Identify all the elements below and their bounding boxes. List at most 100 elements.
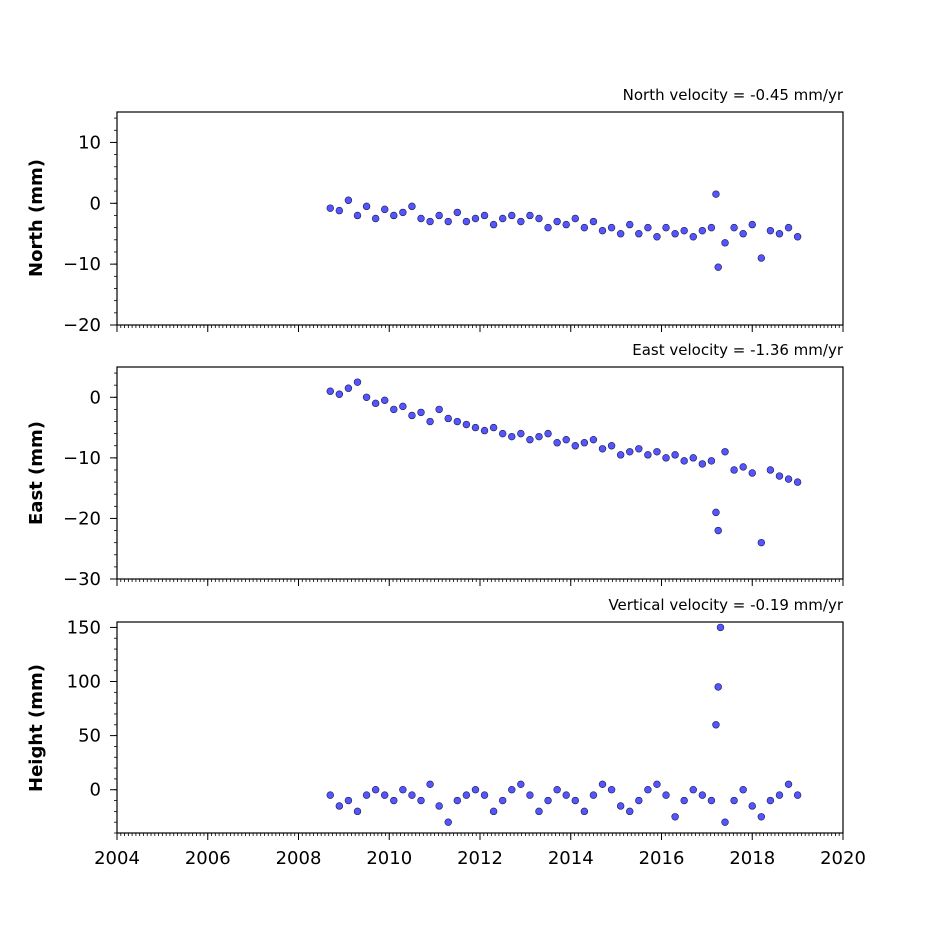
north-data-point — [589, 217, 598, 226]
north-data-point — [671, 230, 679, 238]
east-data-point — [598, 445, 607, 453]
height-data-point — [716, 623, 725, 632]
north-data-point — [730, 223, 738, 232]
east-data-point — [662, 454, 670, 462]
north-data-point — [408, 202, 416, 211]
x-tick-label: 2006 — [185, 848, 231, 869]
east-panel: East velocity = -1.36 mm/yr East (mm) −3… — [26, 341, 844, 590]
north-data-point — [748, 220, 756, 229]
north-y-tick-label: −10 — [63, 254, 101, 275]
height-data-point — [444, 818, 452, 826]
x-tick-label: 2016 — [639, 848, 685, 869]
height-data-point — [408, 791, 416, 799]
east-data-point — [471, 423, 480, 432]
x-tick-label: 2018 — [729, 848, 775, 869]
north-data-point — [362, 202, 371, 211]
height-data-point — [766, 796, 775, 805]
height-data-point — [399, 786, 407, 794]
east-data-point — [508, 432, 516, 441]
height-data-point — [362, 791, 371, 799]
east-data-point — [408, 411, 416, 420]
north-data-point — [508, 211, 516, 220]
east-data-point — [480, 426, 489, 435]
east-data-point — [757, 538, 766, 547]
height-data-point — [498, 796, 507, 805]
x-tick-label: 2014 — [548, 848, 594, 869]
height-y-tick-label: 150 — [67, 617, 101, 638]
east-y-tick-label: −10 — [63, 448, 101, 469]
east-data-point — [784, 475, 793, 483]
height-y-tick-label: 100 — [67, 672, 101, 693]
north-data-point — [644, 223, 652, 232]
east-data-point — [707, 457, 716, 465]
east-data-point — [417, 408, 425, 417]
north-data-point — [544, 223, 552, 232]
east-data-point — [535, 432, 543, 441]
north-data-point — [766, 226, 775, 235]
east-data-point — [562, 435, 570, 444]
east-y-tick-label: −20 — [63, 508, 101, 529]
north-data-point — [426, 217, 434, 226]
north-data-point — [417, 214, 425, 223]
east-data-point — [453, 417, 462, 426]
height-data-point — [635, 796, 643, 805]
east-data-point — [390, 405, 398, 414]
height-data-point — [353, 807, 362, 816]
east-data-point — [371, 399, 380, 408]
height-data-point — [793, 791, 802, 799]
east-data-point — [748, 469, 756, 477]
north-data-point — [517, 217, 525, 226]
north-panel: North velocity = -0.45 mm/yr North (mm) … — [26, 86, 844, 336]
east-data-point — [526, 435, 534, 444]
height-data-point — [671, 813, 679, 821]
height-data-point — [562, 791, 570, 799]
north-velocity-annotation: North velocity = -0.45 mm/yr — [623, 86, 844, 104]
east-data-point — [335, 390, 344, 398]
height-data-point — [730, 796, 738, 805]
height-data-point — [390, 796, 398, 805]
east-data-point — [714, 526, 722, 535]
east-data-point — [721, 448, 729, 456]
east-data-point — [553, 439, 561, 447]
north-data-point — [489, 220, 498, 229]
height-data-point — [775, 791, 784, 799]
north-data-point — [435, 211, 443, 220]
north-data-point — [784, 223, 793, 232]
east-data-point — [571, 442, 579, 450]
east-data-point — [362, 393, 371, 401]
east-data-point — [580, 439, 589, 447]
height-data-point — [707, 796, 716, 805]
east-data-point — [607, 442, 616, 450]
north-data-point — [626, 220, 634, 229]
north-data-point — [471, 214, 480, 223]
east-data-point — [544, 429, 552, 438]
east-data-point — [589, 435, 598, 444]
height-data-point — [417, 796, 425, 805]
north-data-point — [662, 223, 670, 232]
height-data-point — [714, 683, 722, 691]
east-data-point — [517, 429, 525, 438]
height-data-point — [508, 786, 516, 794]
east-data-point — [344, 384, 353, 392]
height-data-point — [371, 786, 380, 794]
north-data-point — [390, 211, 398, 220]
north-data-point — [344, 196, 353, 204]
height-data-point — [653, 780, 661, 789]
east-data-point — [381, 396, 389, 405]
east-velocity-annotation: East velocity = -1.36 mm/yr — [632, 341, 844, 359]
height-data-point — [544, 796, 552, 805]
east-data-point — [739, 463, 747, 471]
north-data-point — [793, 233, 802, 241]
north-data-point — [653, 233, 661, 241]
height-data-point — [598, 780, 607, 789]
height-data-point — [662, 791, 670, 799]
north-data-point — [535, 214, 543, 223]
north-y-tick-label: −20 — [63, 315, 101, 336]
height-data-point — [462, 791, 471, 799]
east-data-point — [644, 451, 652, 459]
height-data-point — [580, 807, 589, 816]
east-data-point — [680, 457, 688, 465]
north-data-point — [739, 230, 747, 238]
north-data-point — [326, 204, 334, 212]
height-data-point — [426, 780, 434, 789]
